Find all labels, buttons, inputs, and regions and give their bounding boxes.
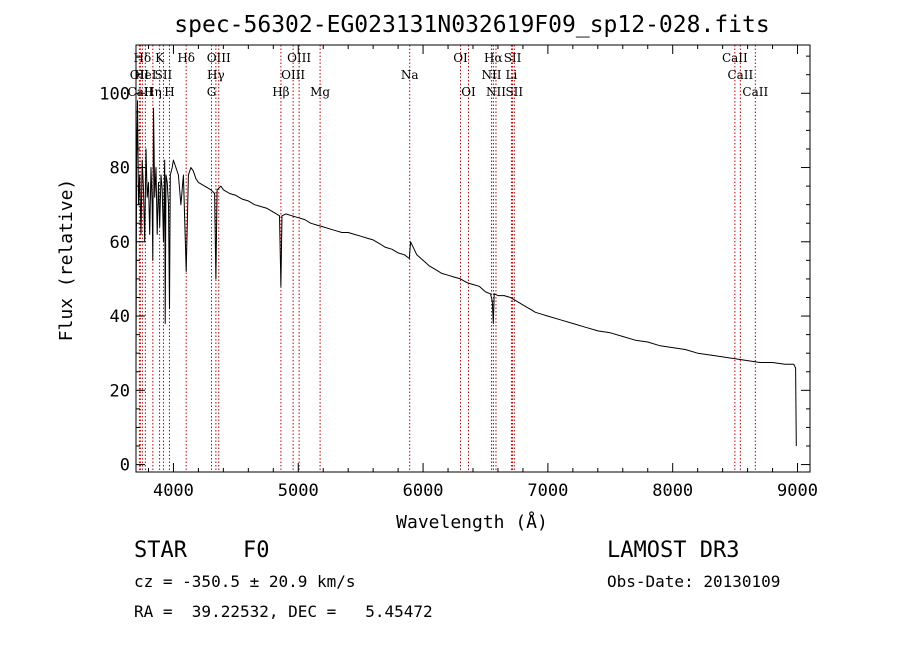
y-tick-label: 20 [110, 381, 130, 401]
survey-name: LAMOST DR3 [607, 538, 740, 563]
x-tick-label: 8000 [652, 481, 693, 501]
spectral-line-label: SII [505, 85, 523, 99]
observation-date: Obs-Date: 20130109 [607, 572, 781, 591]
spectral-line-label: OIII [281, 68, 305, 82]
spectral-line-label: Hδ [134, 51, 152, 65]
spectral-line-label: Hδ [177, 51, 195, 65]
spectral-line-label: K [155, 51, 165, 65]
spectral-line-label: Li [506, 68, 518, 82]
y-tick-label: 80 [110, 159, 130, 179]
y-tick-label: 40 [110, 307, 130, 327]
spectral-line-label: OI [453, 51, 468, 65]
object-class: STAR [134, 538, 187, 563]
spectral-line-label: NII [481, 68, 501, 82]
y-tick-label: 100 [99, 84, 130, 104]
x-tick-label: 9000 [777, 481, 818, 501]
y-tick-label: 60 [110, 233, 130, 253]
spectral-line-label: CaII [727, 68, 753, 82]
spectral-line-label: Hβ [272, 85, 289, 99]
x-tick-label: 6000 [403, 481, 444, 501]
marker-lines [138, 45, 756, 472]
y-axis-ticks: 0 20 40 60 80 100 [99, 55, 810, 476]
x-axis-ticks: 4000 5000 6000 7000 8000 9000 [147, 45, 818, 501]
spectral-line-label: CaII [742, 85, 768, 99]
object-subclass: F0 [243, 538, 270, 563]
spectral-line-label: Na [401, 68, 419, 82]
spectral-line-label: Hγ [207, 68, 225, 82]
spectral-line-label: Mg [310, 85, 330, 99]
spectral-line-label: H [164, 85, 174, 99]
redshift-velocity: cz = -350.5 ± 20.9 km/s [134, 572, 356, 591]
spectral-line-label: HeI [134, 68, 157, 82]
coordinates: RA = 39.22532, DEC = 5.45472 [134, 602, 433, 621]
spectral-line-label: G [207, 85, 217, 99]
plot-frame [135, 44, 811, 473]
spectral-line-label: NII [486, 85, 506, 99]
x-tick-label: 7000 [527, 481, 568, 501]
spectral-line-label: CaII [127, 85, 153, 99]
spectral-line-label: SII [504, 51, 522, 65]
spectral-line-label: OI [461, 85, 476, 99]
y-tick-label: 0 [120, 456, 130, 476]
x-tick-label: 5000 [278, 481, 319, 501]
spectrum-line [135, 100, 797, 447]
spectral-line-label: OIII [207, 51, 231, 65]
spectral-line-label: OIII [287, 51, 311, 65]
spectral-line-label: Hα [484, 51, 503, 65]
y-axis-label: Flux (relative) [56, 179, 77, 342]
x-tick-label: 4000 [153, 481, 194, 501]
spectral-line-label: Hη [144, 85, 162, 99]
chart-title: spec-56302-EG023131N032619F09_sp12-028.f… [174, 12, 769, 38]
x-axis-label: Wavelength (Å) [396, 511, 548, 533]
spectral-line-label: SII [155, 68, 173, 82]
spectral-line-label: CaII [722, 51, 748, 65]
